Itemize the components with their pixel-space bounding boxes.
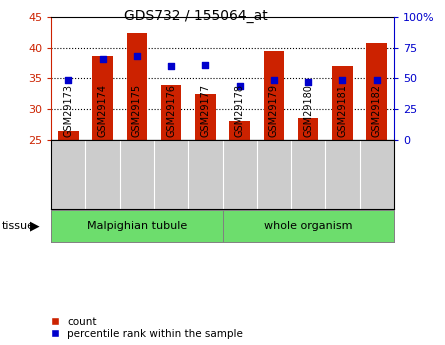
Bar <box>263 51 284 140</box>
Point <box>236 83 243 89</box>
Bar <box>298 118 319 140</box>
Text: whole organism: whole organism <box>264 221 352 231</box>
Point <box>271 77 278 82</box>
Text: GDS732 / 155064_at: GDS732 / 155064_at <box>124 9 268 23</box>
Bar <box>332 66 353 140</box>
Legend: count, percentile rank within the sample: count, percentile rank within the sample <box>50 316 244 340</box>
Point <box>168 63 175 69</box>
Text: ▶: ▶ <box>30 219 40 233</box>
Point <box>99 56 106 62</box>
Point <box>134 54 141 59</box>
Bar <box>195 94 216 140</box>
Point <box>202 62 209 68</box>
Bar <box>229 121 250 140</box>
Bar <box>58 130 79 140</box>
Point <box>339 77 346 82</box>
Point <box>65 77 72 82</box>
Point <box>305 79 312 85</box>
Bar <box>366 43 387 140</box>
Bar <box>126 32 147 140</box>
Text: tissue: tissue <box>2 221 35 231</box>
Bar <box>222 210 394 241</box>
Bar <box>161 85 182 140</box>
Text: Malpighian tubule: Malpighian tubule <box>87 221 187 231</box>
Bar <box>92 56 113 140</box>
Bar <box>51 210 223 241</box>
Point <box>373 77 380 82</box>
